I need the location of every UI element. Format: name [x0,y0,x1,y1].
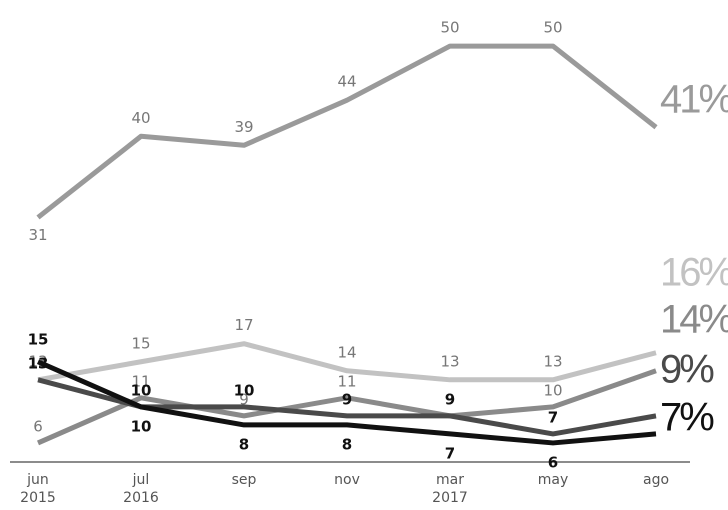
x-tick-label: sep [232,472,257,488]
value-label: 10 [131,381,152,399]
value-label: 15 [131,334,150,352]
value-label: 39 [234,118,253,136]
value-label: 10 [543,381,562,399]
x-tick-label: may [538,472,569,488]
value-label: 7 [445,444,455,462]
value-label: 40 [131,109,150,127]
series-line [36,368,657,446]
end-label: 16% [660,251,728,295]
x-tick-label: jun [26,472,49,488]
value-label: 7 [548,408,558,426]
value-label: 9 [239,390,249,408]
value-label: 17 [234,316,253,334]
value-label: 13 [543,352,562,370]
x-tick-label: nov [334,472,360,488]
value-label: 11 [131,372,150,390]
value-label: 50 [543,19,562,37]
series-line [36,43,658,220]
end-label: 9% [660,348,714,392]
value-label: 10 [234,381,255,399]
end-label: 7% [660,396,714,440]
value-label: 11 [337,372,356,390]
value-label: 14 [337,343,356,361]
x-tick-year: 2015 [20,490,56,506]
value-label: 9 [445,390,455,408]
value-label: 15 [28,330,49,348]
value-label: 50 [440,19,459,37]
value-label: 8 [342,435,352,453]
x-tick-label: ago [643,472,669,488]
x-tick-year: 2017 [432,490,468,506]
value-label: 44 [337,73,356,91]
value-label: 6 [548,453,558,471]
series-line [37,341,657,383]
value-label: 8 [239,435,249,453]
end-label: 14% [660,298,728,342]
series-line [36,359,657,446]
value-label: 31 [28,226,47,244]
value-label: 6 [33,417,43,435]
end-label: 41% [660,78,728,122]
value-label: 10 [131,417,152,435]
value-label: 9 [445,390,455,408]
value-label: 13 [440,352,459,370]
x-tick-label: mar [436,472,464,488]
x-tick-label: jul [132,472,150,488]
x-tick-year: 2016 [123,490,159,506]
value-label: 9 [342,390,352,408]
